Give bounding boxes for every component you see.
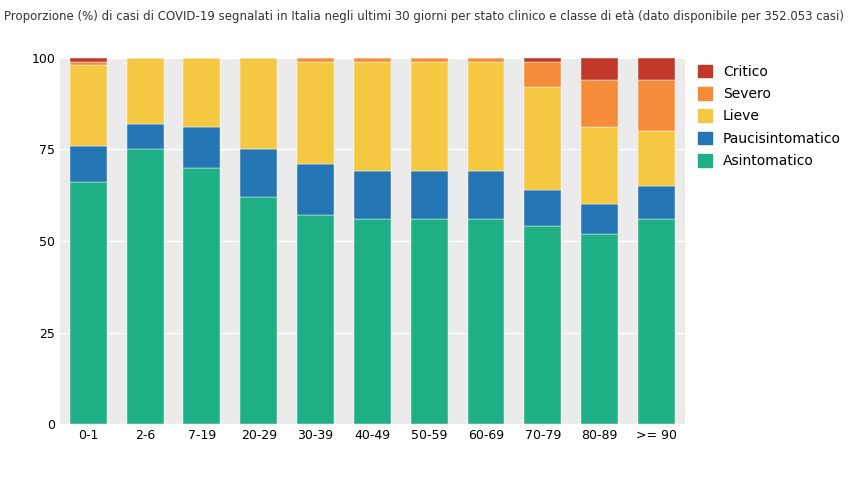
- Bar: [183, 168, 220, 424]
- Bar: [411, 219, 448, 424]
- Bar: [70, 65, 107, 146]
- Bar: [354, 219, 391, 424]
- Bar: [70, 62, 107, 65]
- Bar: [297, 215, 334, 424]
- Bar: [525, 87, 562, 190]
- Bar: [638, 80, 675, 131]
- Bar: [183, 127, 220, 168]
- Bar: [354, 172, 391, 219]
- Bar: [70, 146, 107, 182]
- Bar: [467, 62, 504, 172]
- Bar: [411, 58, 448, 62]
- Bar: [581, 80, 618, 127]
- Bar: [127, 58, 163, 124]
- Bar: [525, 58, 562, 62]
- Bar: [241, 149, 277, 197]
- Bar: [70, 182, 107, 424]
- Bar: [525, 62, 562, 87]
- Bar: [70, 58, 107, 62]
- Legend: Critico, Severo, Lieve, Paucisintomatico, Asintomatico: Critico, Severo, Lieve, Paucisintomatico…: [698, 65, 841, 168]
- Bar: [581, 204, 618, 234]
- Bar: [241, 197, 277, 424]
- Bar: [297, 58, 334, 62]
- Bar: [297, 62, 334, 164]
- Bar: [638, 58, 675, 80]
- Bar: [354, 58, 391, 62]
- Bar: [581, 234, 618, 424]
- Bar: [581, 127, 618, 204]
- Bar: [127, 124, 163, 149]
- Bar: [638, 131, 675, 186]
- Bar: [467, 219, 504, 424]
- Bar: [183, 58, 220, 127]
- Bar: [467, 172, 504, 219]
- Bar: [297, 164, 334, 215]
- Bar: [581, 58, 618, 80]
- Bar: [525, 227, 562, 424]
- Bar: [127, 149, 163, 424]
- Bar: [467, 58, 504, 62]
- Bar: [354, 62, 391, 172]
- Bar: [411, 62, 448, 172]
- Bar: [525, 190, 562, 227]
- Text: Proporzione (%) di casi di COVID-19 segnalati in Italia negli ultimi 30 giorni p: Proporzione (%) di casi di COVID-19 segn…: [4, 10, 844, 23]
- Bar: [638, 219, 675, 424]
- Bar: [638, 186, 675, 219]
- Bar: [241, 58, 277, 149]
- Bar: [411, 172, 448, 219]
